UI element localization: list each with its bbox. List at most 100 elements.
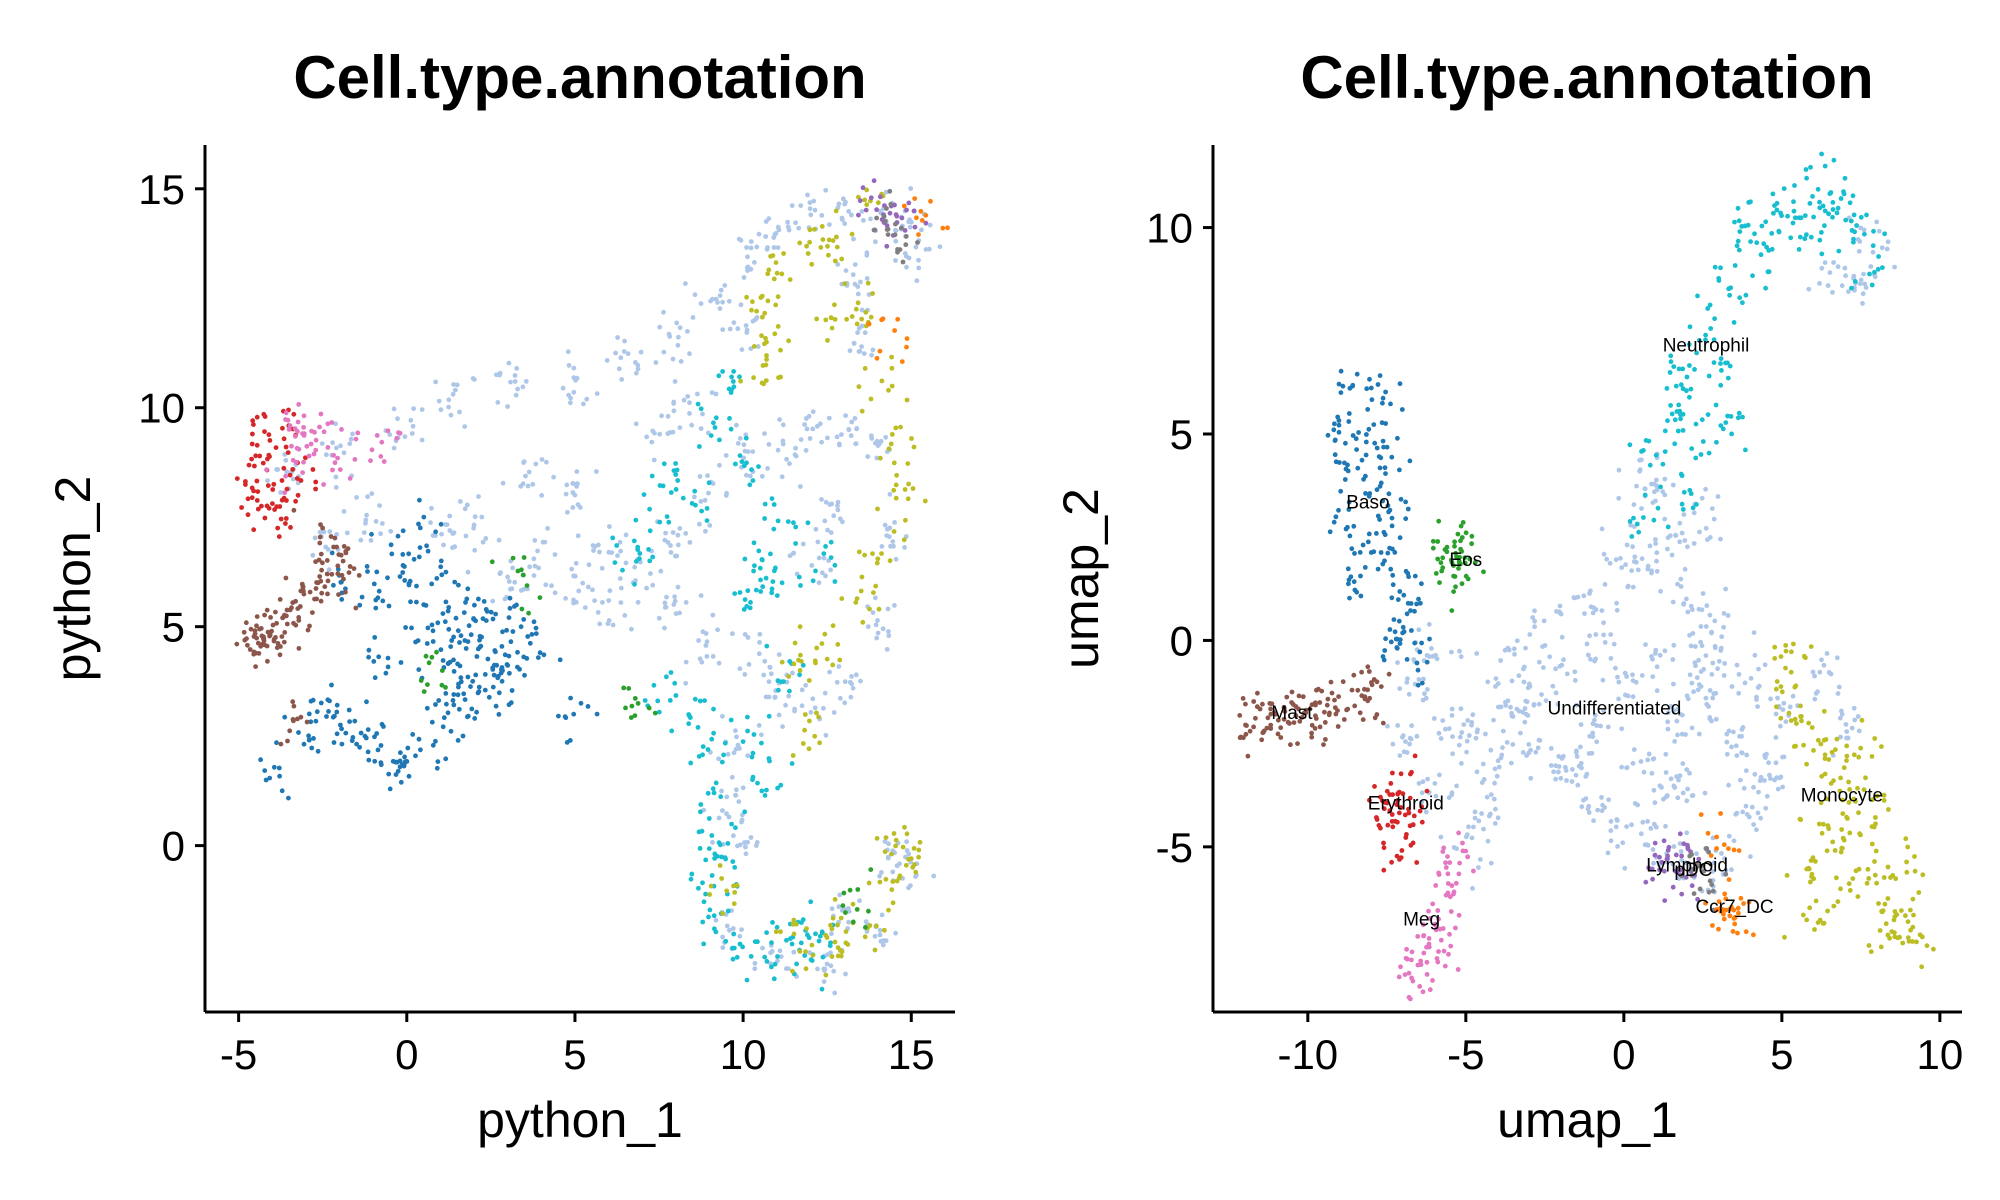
- data-point: [1703, 695, 1709, 701]
- data-point: [683, 531, 689, 536]
- data-point: [398, 750, 403, 756]
- data-point: [892, 603, 897, 608]
- data-point: [1498, 755, 1504, 761]
- data-point: [710, 840, 715, 845]
- data-point: [1629, 568, 1634, 574]
- data-point: [1806, 865, 1811, 871]
- data-point: [1443, 726, 1448, 732]
- data-point: [1815, 186, 1821, 192]
- data-point: [1405, 506, 1411, 512]
- data-point: [416, 736, 422, 742]
- data-point: [748, 245, 754, 251]
- data-point: [1639, 556, 1645, 562]
- data-point: [1810, 194, 1815, 199]
- data-point: [877, 348, 883, 354]
- data-point: [249, 456, 255, 462]
- data-point: [1781, 700, 1787, 706]
- data-point: [1676, 402, 1682, 408]
- data-point: [790, 968, 795, 974]
- data-point: [493, 703, 499, 709]
- data-point: [1630, 672, 1635, 678]
- data-point: [582, 605, 588, 610]
- data-point: [1491, 796, 1497, 802]
- data-point: [1443, 865, 1449, 870]
- data-point: [1665, 710, 1671, 716]
- data-point: [1716, 278, 1722, 283]
- data-point: [1877, 928, 1883, 933]
- data-point: [1839, 845, 1845, 851]
- data-point: [1882, 901, 1888, 907]
- data-point: [365, 749, 371, 755]
- data-point: [1678, 576, 1684, 582]
- data-point: [828, 555, 834, 560]
- data-point: [462, 697, 468, 702]
- data-point: [1449, 792, 1455, 798]
- data-point: [277, 597, 283, 602]
- data-point: [791, 949, 797, 955]
- data-point: [825, 527, 830, 533]
- data-point: [1366, 426, 1372, 432]
- data-point: [1713, 716, 1719, 722]
- data-point: [775, 785, 780, 791]
- data-point: [1693, 663, 1698, 669]
- data-point: [319, 590, 325, 596]
- data-point: [823, 499, 829, 505]
- data-point: [1824, 848, 1830, 854]
- data-point: [1750, 273, 1755, 279]
- data-point: [243, 620, 249, 626]
- data-point: [1755, 685, 1761, 690]
- data-point: [1463, 530, 1469, 536]
- data-point: [1920, 934, 1925, 940]
- data-point: [1716, 926, 1721, 932]
- data-point: [1699, 643, 1705, 649]
- data-point: [458, 499, 463, 504]
- data-point: [781, 251, 786, 256]
- data-point: [1735, 238, 1741, 244]
- data-point: [1672, 417, 1678, 423]
- data-point: [290, 600, 296, 606]
- data-point: [908, 186, 914, 191]
- data-point: [1333, 459, 1339, 465]
- data-point: [873, 239, 878, 245]
- data-point: [886, 387, 891, 393]
- data-point: [1721, 916, 1727, 922]
- data-point: [882, 839, 888, 844]
- data-point: [1827, 191, 1833, 197]
- data-point: [865, 624, 871, 630]
- data-point: [848, 433, 854, 439]
- data-point: [1366, 669, 1372, 674]
- data-point: [314, 709, 320, 715]
- data-point: [379, 521, 385, 526]
- data-point: [1512, 651, 1517, 657]
- data-point: [1806, 286, 1812, 292]
- data-point: [520, 384, 526, 390]
- data-point: [713, 917, 719, 923]
- data-point: [1665, 418, 1670, 424]
- data-point: [366, 647, 372, 653]
- data-point: [632, 564, 638, 570]
- data-point: [619, 377, 625, 382]
- data-point: [1398, 496, 1404, 502]
- data-point: [1399, 848, 1405, 853]
- data-point: [476, 596, 481, 602]
- data-point: [1484, 794, 1490, 800]
- data-point: [385, 664, 391, 670]
- data-point: [279, 788, 285, 794]
- data-point: [445, 660, 451, 666]
- data-point: [1601, 620, 1606, 626]
- data-point: [787, 461, 792, 467]
- data-point: [855, 284, 861, 290]
- data-point: [366, 757, 372, 763]
- data-point: [1685, 609, 1691, 615]
- data-point: [1734, 243, 1740, 249]
- data-point: [1839, 283, 1845, 289]
- data-point: [1419, 680, 1425, 686]
- data-point: [1628, 522, 1633, 528]
- data-point: [1447, 860, 1453, 865]
- data-point: [1437, 772, 1442, 778]
- data-point: [728, 717, 734, 723]
- data-point: [304, 443, 310, 449]
- data-point: [1688, 643, 1694, 649]
- data-point: [1291, 720, 1297, 725]
- data-point: [326, 567, 332, 573]
